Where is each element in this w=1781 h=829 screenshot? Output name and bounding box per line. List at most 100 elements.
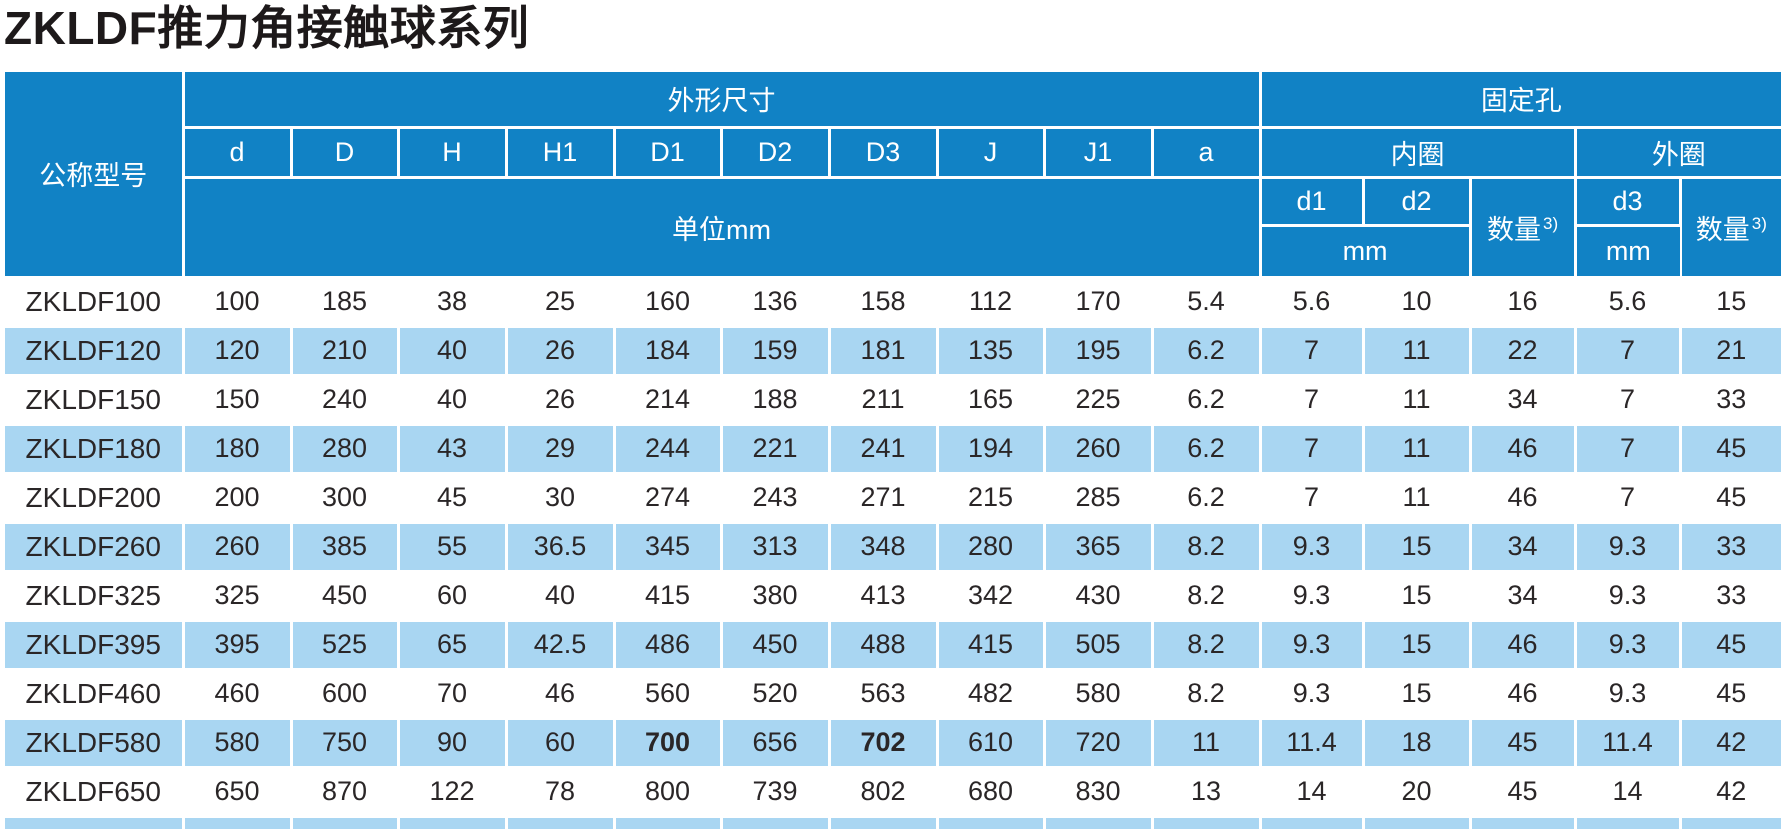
value-cell [1680,814,1781,829]
value-cell: 11 [1152,716,1262,767]
value-cell: 9.3 [1575,520,1682,571]
table-row: ZKLDF325 325 450 60 40 415 380 413 342 430 8.2 9.3 1… [5,569,1781,620]
value-cell: 29 [506,422,616,473]
value-cell: 214 [614,373,723,424]
value-cell: 43 [398,422,508,473]
outer-mm-label: mm [1575,225,1681,279]
value-cell: 185 [291,275,400,326]
value-cell: 184 [614,324,723,375]
value-cell: 45 [1470,716,1577,767]
value-cell: 170 [1044,275,1154,326]
value-cell: 610 [937,716,1046,767]
value-cell: 25 [506,275,616,326]
value-cell: 100 [183,275,293,326]
value-cell: 34 [1470,520,1577,571]
value-cell: 181 [829,324,939,375]
value-cell: 15 [1680,275,1781,326]
value-cell: 720 [1044,716,1154,767]
value-cell: 46 [506,667,616,718]
value-cell: 750 [291,716,400,767]
col-header-outer-qty: 数量 3) [1680,177,1781,279]
value-cell: 6.2 [1152,373,1262,424]
value-cell: 7 [1575,373,1682,424]
table-header: 公称型号 外形尺寸 固定孔 d D H H1 D1 D2 D3 J J1 a 内… [5,72,1781,279]
value-cell [1044,814,1154,829]
value-cell: 9.3 [1260,618,1365,669]
col-group-inner-ring: 内圈 [1260,127,1577,179]
value-cell: 18 [1363,716,1472,767]
value-cell: 9.3 [1260,569,1365,620]
table-row: ZKLDF395 395 525 65 42.5 486 450 488 415 505 8.2 9.… [5,618,1781,669]
value-cell: 6.2 [1152,471,1262,522]
value-cell: 45 [1680,422,1781,473]
value-cell: 36.5 [506,520,616,571]
value-cell: 505 [1044,618,1154,669]
value-cell: 9.3 [1260,667,1365,718]
model-cell: ZKLDF200 [5,471,185,522]
value-cell: 15 [1363,667,1472,718]
value-cell: 221 [721,422,831,473]
col-header-J: J [937,127,1046,179]
value-cell: 11 [1363,422,1472,473]
value-cell: 122 [398,765,508,816]
value-cell: 240 [291,373,400,424]
value-cell: 870 [291,765,400,816]
model-cell: ZKLDF260 [5,520,185,571]
value-cell: 450 [721,618,831,669]
value-cell: 9.3 [1575,618,1682,669]
col-header-D1: D1 [614,127,723,179]
value-cell: 158 [829,275,939,326]
value-cell: 313 [721,520,831,571]
inner-mm-label: mm [1260,225,1472,279]
model-cell: ZKLDF460 [5,667,185,718]
value-cell: 45 [398,471,508,522]
value-cell: 112 [937,275,1046,326]
page-title: ZKLDF推力角接触球系列 [4,2,530,54]
value-cell: 90 [398,716,508,767]
value-cell: 33 [1680,373,1781,424]
value-cell [829,814,939,829]
value-cell: 30 [506,471,616,522]
col-header-d1: d1 [1260,177,1365,227]
value-cell: 180 [183,422,293,473]
value-cell: 7 [1260,373,1365,424]
value-cell: 46 [1470,667,1577,718]
col-group-fixing-holes: 固定孔 [1260,72,1781,129]
value-cell: 8.2 [1152,569,1262,620]
value-cell: 33 [1680,569,1781,620]
col-header-J1: J1 [1044,127,1154,179]
value-cell: 45 [1470,765,1577,816]
value-cell: 260 [1044,422,1154,473]
col-header-d2: d2 [1363,177,1472,227]
value-cell: 520 [721,667,831,718]
value-cell: 20 [1363,765,1472,816]
table-row: ZKLDF460 460 600 70 46 560 520 563 482 580 8.2 9.3 1… [5,667,1781,718]
value-cell: 680 [937,765,1046,816]
value-cell: 580 [183,716,293,767]
value-cell [614,814,723,829]
value-cell: 739 [721,765,831,816]
value-cell: 70 [398,667,508,718]
value-cell: 348 [829,520,939,571]
table-row: ZKLDF180 180 280 43 29 244 221 241 194 260 6.2 7 11 4… [5,422,1781,473]
value-cell: 21 [1680,324,1781,375]
value-cell: 486 [614,618,723,669]
value-cell: 274 [614,471,723,522]
value-cell: 46 [1470,471,1577,522]
table-row: ZKLDF120 120 210 40 26 184 159 181 135 195 6.2 7 11 2… [5,324,1781,375]
value-cell [937,814,1046,829]
model-cell: ZKLDF580 [5,716,185,767]
model-cell: ZKLDF325 [5,569,185,620]
value-cell: 325 [183,569,293,620]
value-cell: 42 [1680,765,1781,816]
value-cell: 11.4 [1575,716,1682,767]
value-cell: 45 [1680,471,1781,522]
value-cell: 260 [183,520,293,571]
value-cell: 16 [1470,275,1577,326]
value-cell: 46 [1470,618,1577,669]
value-cell: 280 [937,520,1046,571]
value-cell: 15 [1363,520,1472,571]
value-cell: 5.6 [1260,275,1365,326]
value-cell: 430 [1044,569,1154,620]
value-cell: 563 [829,667,939,718]
